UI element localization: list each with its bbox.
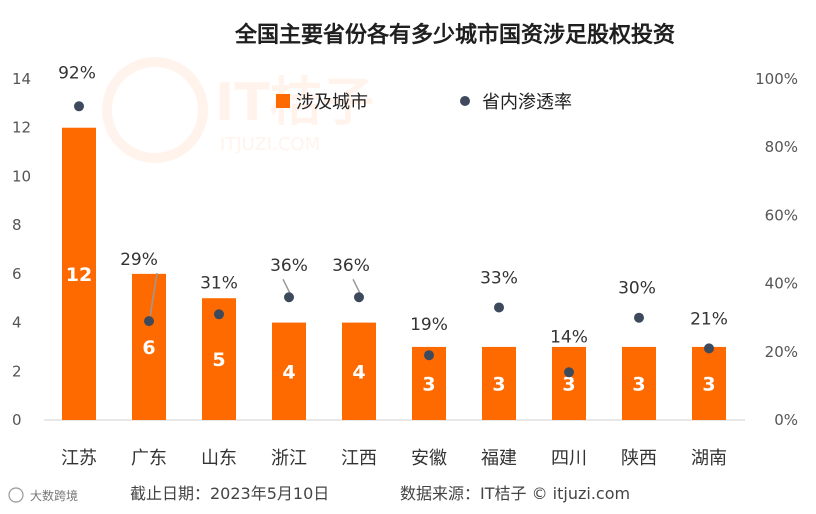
y-left-tick-label: 8	[12, 216, 22, 234]
dot-浙江	[284, 292, 294, 303]
bar-value-label: 3	[632, 373, 645, 395]
dot-广东	[144, 316, 154, 327]
legend-bar-label: 涉及城市	[296, 92, 368, 113]
y-left-tick-label: 14	[12, 70, 31, 88]
bar-series: 12 6 5 4 4 3 3 3 3 3	[62, 127, 726, 420]
category-label: 江西	[341, 448, 377, 469]
dot-陕西	[634, 312, 644, 323]
y-left-tick-label: 12	[12, 119, 31, 137]
bar-value-label: 3	[702, 373, 715, 395]
y-right-tick-label: 60%	[765, 206, 798, 224]
legend-dot-swatch	[460, 96, 470, 106]
watermark-logo-circle	[102, 57, 208, 163]
bar-value-label: 4	[352, 361, 365, 383]
chart-title: 全国主要省份各有多少城市国资涉足股权投资	[234, 22, 675, 48]
label-leader-line	[352, 278, 361, 294]
dot-value-label: 33%	[480, 268, 518, 288]
bar-value-label: 12	[66, 264, 92, 286]
dot-value-label: 14%	[550, 327, 588, 347]
category-label: 福建	[481, 448, 517, 469]
y-left-tick-label: 10	[12, 167, 31, 185]
legend-bar-swatch	[276, 94, 290, 108]
bar-value-label: 3	[562, 373, 575, 395]
footer-source: 数据来源：IT桔子 © itjuzi.com	[400, 484, 630, 503]
category-label: 湖南	[691, 448, 727, 469]
bar-广东	[132, 273, 166, 420]
dot-江苏	[74, 101, 84, 112]
legend: 涉及城市 省内渗透率	[276, 92, 572, 113]
label-leader-line	[282, 278, 291, 294]
y-axis-right: 0% 20% 40% 60% 80% 100%	[755, 70, 798, 429]
dot-安徽	[424, 350, 434, 361]
y-left-tick-label: 6	[12, 265, 22, 283]
bar-江西	[342, 322, 376, 420]
category-label: 浙江	[271, 448, 307, 469]
bar-value-label: 3	[422, 373, 435, 395]
bar-value-label: 5	[212, 349, 225, 371]
dot-value-label: 31%	[200, 273, 238, 293]
category-label: 广东	[131, 448, 167, 469]
label-leader-line	[149, 272, 158, 318]
y-left-tick-label: 0	[12, 411, 22, 429]
bar-value-label: 4	[282, 361, 295, 383]
category-label: 四川	[551, 448, 587, 469]
bar-value-label: 3	[492, 373, 505, 395]
dot-湖南	[704, 343, 714, 354]
footer-date: 截止日期：2023年5月10日	[130, 484, 329, 503]
bar-四川	[552, 346, 586, 420]
dot-value-label: 19%	[410, 315, 448, 335]
y-left-tick-label: 4	[12, 314, 22, 332]
y-left-tick-label: 2	[12, 362, 22, 380]
dot-series: 92% 29% 31% 36% 36% 19% 33% 14% 30% 21%	[58, 63, 728, 378]
category-label: 江苏	[61, 448, 97, 469]
corner-watermark: 大数跨境	[30, 488, 78, 503]
bar-江苏	[62, 127, 96, 420]
y-right-tick-label: 20%	[765, 343, 798, 361]
bar-value-label: 6	[142, 337, 155, 359]
y-right-tick-label: 100%	[755, 70, 798, 88]
category-label: 安徽	[411, 448, 447, 469]
y-right-tick-label: 0%	[774, 411, 798, 429]
bar-陕西	[622, 346, 656, 420]
bar-浙江	[272, 322, 306, 420]
dot-value-label: 30%	[618, 279, 656, 299]
dot-福建	[494, 302, 504, 313]
corner-watermark-icon	[8, 487, 24, 503]
legend-dot-label: 省内渗透率	[482, 92, 572, 113]
watermark-site-text: ITJUZI.COM	[220, 134, 320, 155]
watermark-brand-text: IT桔子	[215, 73, 374, 133]
bar-福建	[482, 346, 516, 420]
dot-山东	[214, 309, 224, 320]
dot-value-label: 29%	[120, 250, 158, 270]
y-right-tick-label: 40%	[765, 275, 798, 293]
y-axis-left: 0 2 4 6 8 10 12 14	[12, 70, 31, 429]
watermark-group: IT桔子 ITJUZI.COM	[102, 57, 374, 163]
category-label: 山东	[201, 448, 237, 469]
category-label: 陕西	[621, 448, 657, 469]
x-axis-categories: 江苏 广东 山东 浙江 江西 安徽 福建 四川 陕西 湖南	[61, 448, 727, 469]
bar-湖南	[692, 346, 726, 420]
dot-江西	[354, 292, 364, 303]
dot-value-label: 36%	[270, 256, 308, 276]
dot-四川	[564, 367, 574, 378]
dot-value-label: 92%	[58, 63, 96, 83]
dot-value-label: 36%	[332, 256, 370, 276]
dot-value-label: 21%	[690, 309, 728, 329]
y-right-tick-label: 80%	[765, 138, 798, 156]
